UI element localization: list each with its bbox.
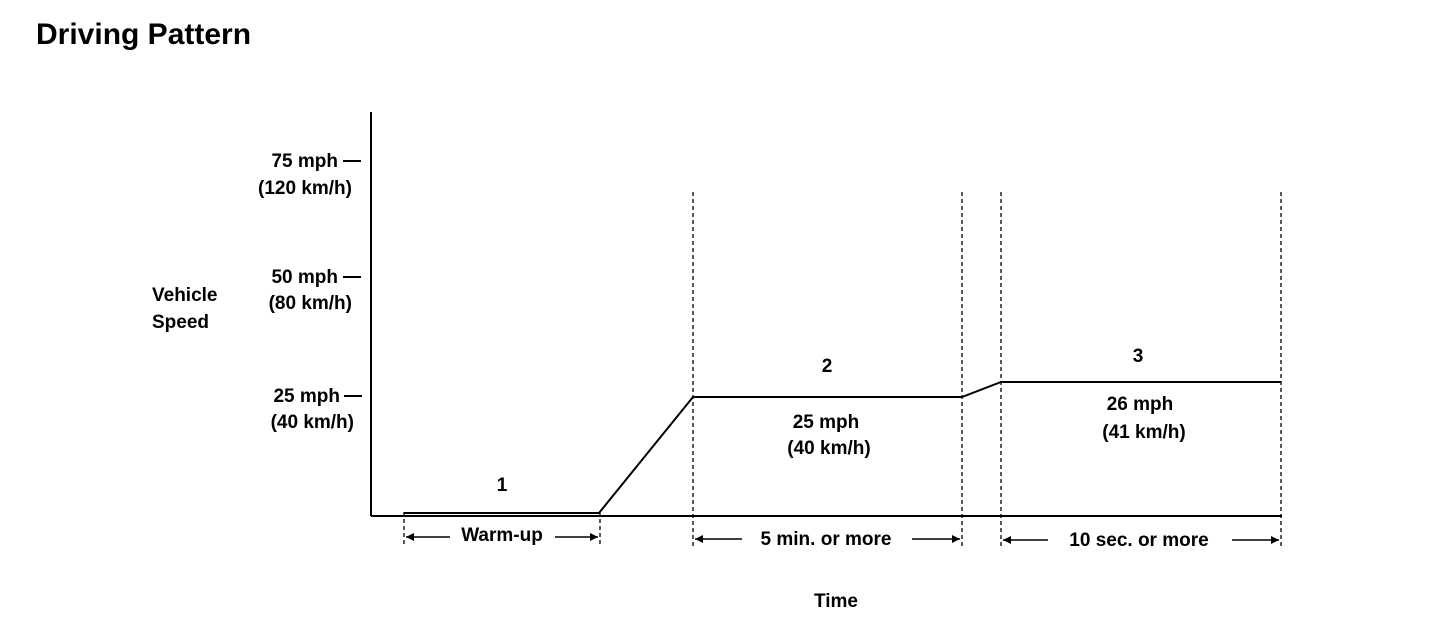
phase-number: 2 xyxy=(822,356,833,377)
speed-tick-75: 75 mph (120 km/h) xyxy=(258,151,361,199)
phase-speed-kmh: (41 km/h) xyxy=(1102,422,1185,443)
speed-profile-line xyxy=(404,381,1281,514)
phase-duration: 10 sec. or more xyxy=(1069,530,1208,551)
tick-label-kmh: (80 km/h) xyxy=(269,293,352,314)
phase-speed-kmh: (40 km/h) xyxy=(787,438,870,459)
x-axis-label: Time xyxy=(814,591,858,612)
tick-label-kmh: (120 km/h) xyxy=(258,178,352,199)
phase-3: 3 26 mph (41 km/h) 10 sec. or more xyxy=(1003,346,1279,551)
diagram-title: Driving Pattern xyxy=(36,18,252,51)
phase-speed-mph: 26 mph xyxy=(1107,394,1174,415)
phase-boundaries xyxy=(403,192,1282,547)
phase-duration: Warm-up xyxy=(461,525,543,546)
tick-label-mph: 25 mph xyxy=(273,386,340,407)
phase-2: 2 25 mph (40 km/h) 5 min. or more xyxy=(695,356,960,550)
phase-number: 1 xyxy=(497,475,508,496)
y-axis-label-line2: Speed xyxy=(152,312,209,333)
phase-1: 1 Warm-up xyxy=(406,475,598,546)
tick-label-kmh: (40 km/h) xyxy=(271,412,354,433)
y-axis-label-line1: Vehicle xyxy=(152,285,218,306)
phase-duration: 5 min. or more xyxy=(761,529,892,550)
tick-label-mph: 50 mph xyxy=(271,267,338,288)
speed-tick-50: 50 mph (80 km/h) xyxy=(269,267,361,314)
phase-number: 3 xyxy=(1133,346,1144,367)
tick-label-mph: 75 mph xyxy=(271,151,338,172)
speed-tick-25: 25 mph (40 km/h) xyxy=(271,386,362,433)
phase-speed-mph: 25 mph xyxy=(793,412,860,433)
